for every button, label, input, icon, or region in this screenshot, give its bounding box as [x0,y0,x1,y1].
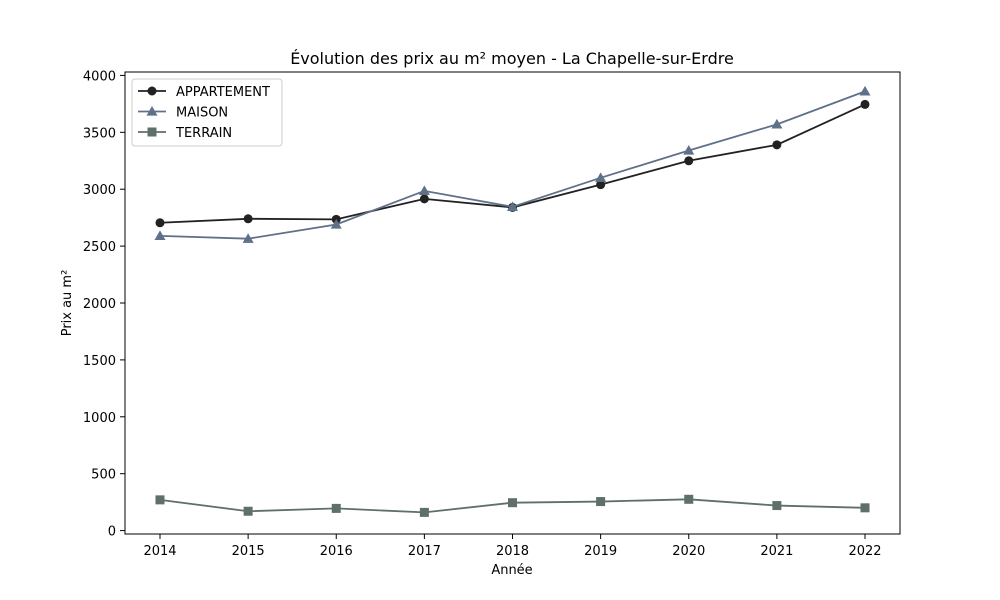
plot-frame [124,71,901,535]
y-axis-label: Prix au m² [60,270,75,337]
x-tick-label: 2018 [496,544,529,559]
legend-box [131,78,283,147]
data-point [243,506,253,516]
data-point [155,218,165,228]
legend-marker [146,106,158,116]
y-tick-label: 0 [108,525,116,540]
series-maison [154,85,871,243]
data-point [772,140,782,150]
legend-label: APPARTEMENT [176,85,270,100]
legend-items: APPARTEMENT MAISON TERRAIN [138,85,270,141]
x-tick-label: 2016 [320,544,353,559]
x-tick-label: 2021 [760,544,793,559]
y-tick-label: 3000 [83,183,116,198]
y-tick-label: 3500 [83,126,116,141]
data-point [595,172,607,182]
data-point [859,85,871,96]
data-point [507,201,518,211]
legend-label: TERRAIN [175,126,232,141]
x-tick-label: 2019 [584,544,617,559]
x-axis-ticks: 2014 2015 2016 2017 2018 2019 2020 2021 2022 [143,534,882,559]
y-tick-label: 1500 [83,354,116,369]
series-layer [154,85,871,517]
series-terrain [155,494,870,517]
data-point [418,185,430,196]
data-point [242,233,254,243]
legend: APPARTEMENT MAISON TERRAIN [131,78,283,147]
x-tick-label: 2020 [672,544,705,559]
y-axis-ticks: 0 500 1000 1500 2000 2500 3000 3500 4000 [83,69,125,540]
data-point [772,501,782,511]
x-tick-label: 2015 [232,544,265,559]
data-point [243,214,253,224]
data-point [860,503,870,513]
data-point [596,497,606,507]
y-tick-label: 2000 [83,297,116,312]
data-point [419,194,429,204]
legend-marker [147,127,157,137]
data-point [419,507,429,517]
data-point [860,99,870,109]
data-point [330,218,342,229]
data-point [683,145,695,155]
x-tick-label: 2014 [143,544,176,559]
data-point [771,118,783,129]
legend-marker [147,86,157,96]
data-point [154,230,166,240]
legend-label: MAISON [176,106,228,121]
x-tick-label: 2017 [408,544,441,559]
data-point [596,180,606,190]
y-tick-label: 2500 [83,240,116,255]
y-tick-label: 500 [91,468,116,483]
x-axis-label: Année [491,563,532,578]
y-tick-label: 1000 [83,411,116,426]
data-point [684,156,694,166]
data-point [684,494,694,504]
data-point [331,503,341,513]
y-tick-label: 4000 [83,69,116,84]
chart-title: Évolution des prix au m² moyen - La Chap… [290,49,734,68]
x-tick-label: 2022 [848,544,881,559]
data-point [155,495,165,505]
data-point [508,498,517,508]
